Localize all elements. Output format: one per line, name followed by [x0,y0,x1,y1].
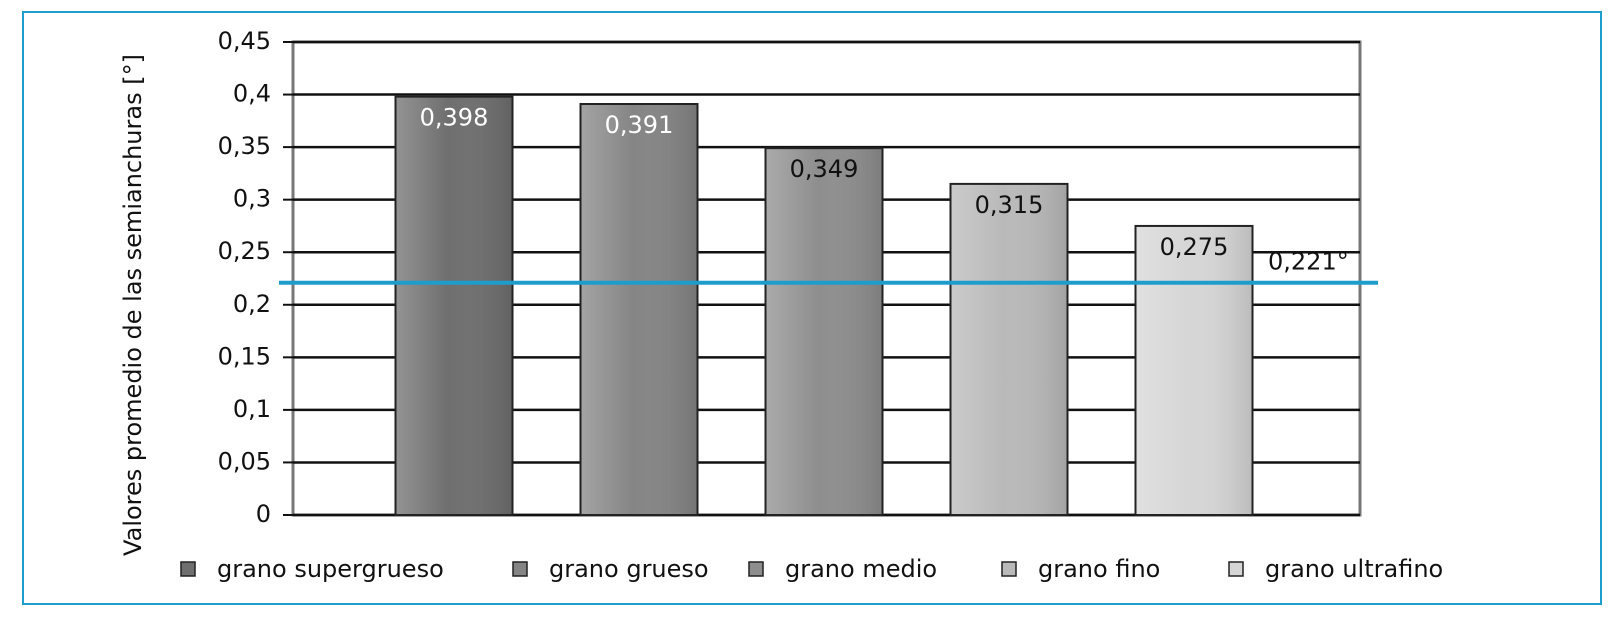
data-label: 0,275 [1160,233,1229,261]
legend-label: grano grueso [549,555,709,583]
legend-label: grano supergrueso [217,555,444,583]
reference-label: 0,221° [1268,248,1349,276]
legend-swatch [180,561,196,577]
bar-shade [951,184,1067,514]
y-tick-label: 0,3 [233,185,271,213]
legend-label: grano medio [785,555,937,583]
data-label: 0,398 [420,104,489,132]
y-tick-label: 0,15 [218,342,271,370]
y-tick-label: 0,05 [218,447,271,475]
legend-swatch [512,561,528,577]
bar-shade [581,105,697,514]
frame [22,11,1602,605]
legend-label: grano ultrafino [1265,555,1443,583]
legend-swatch [1228,561,1244,577]
y-tick-label: 0,25 [218,237,271,265]
data-label: 0,349 [790,155,859,183]
y-tick-label: 0,2 [233,290,271,318]
y-tick-label: 0 [256,500,271,528]
legend-label: grano fino [1038,555,1160,583]
y-axis-label: Valores promedio de las semianchuras [°] [119,54,147,556]
y-tick-label: 0,35 [218,132,271,160]
data-label: 0,391 [605,111,674,139]
bar-shade [1136,226,1252,514]
legend-swatch [1001,561,1017,577]
bar-shade [396,97,512,514]
y-tick-label: 0,4 [233,80,271,108]
data-label: 0,315 [975,191,1044,219]
legend-swatch [748,561,764,577]
bar-shade [766,149,882,514]
y-tick-label: 0,45 [218,27,271,55]
y-tick-label: 0,1 [233,395,271,423]
